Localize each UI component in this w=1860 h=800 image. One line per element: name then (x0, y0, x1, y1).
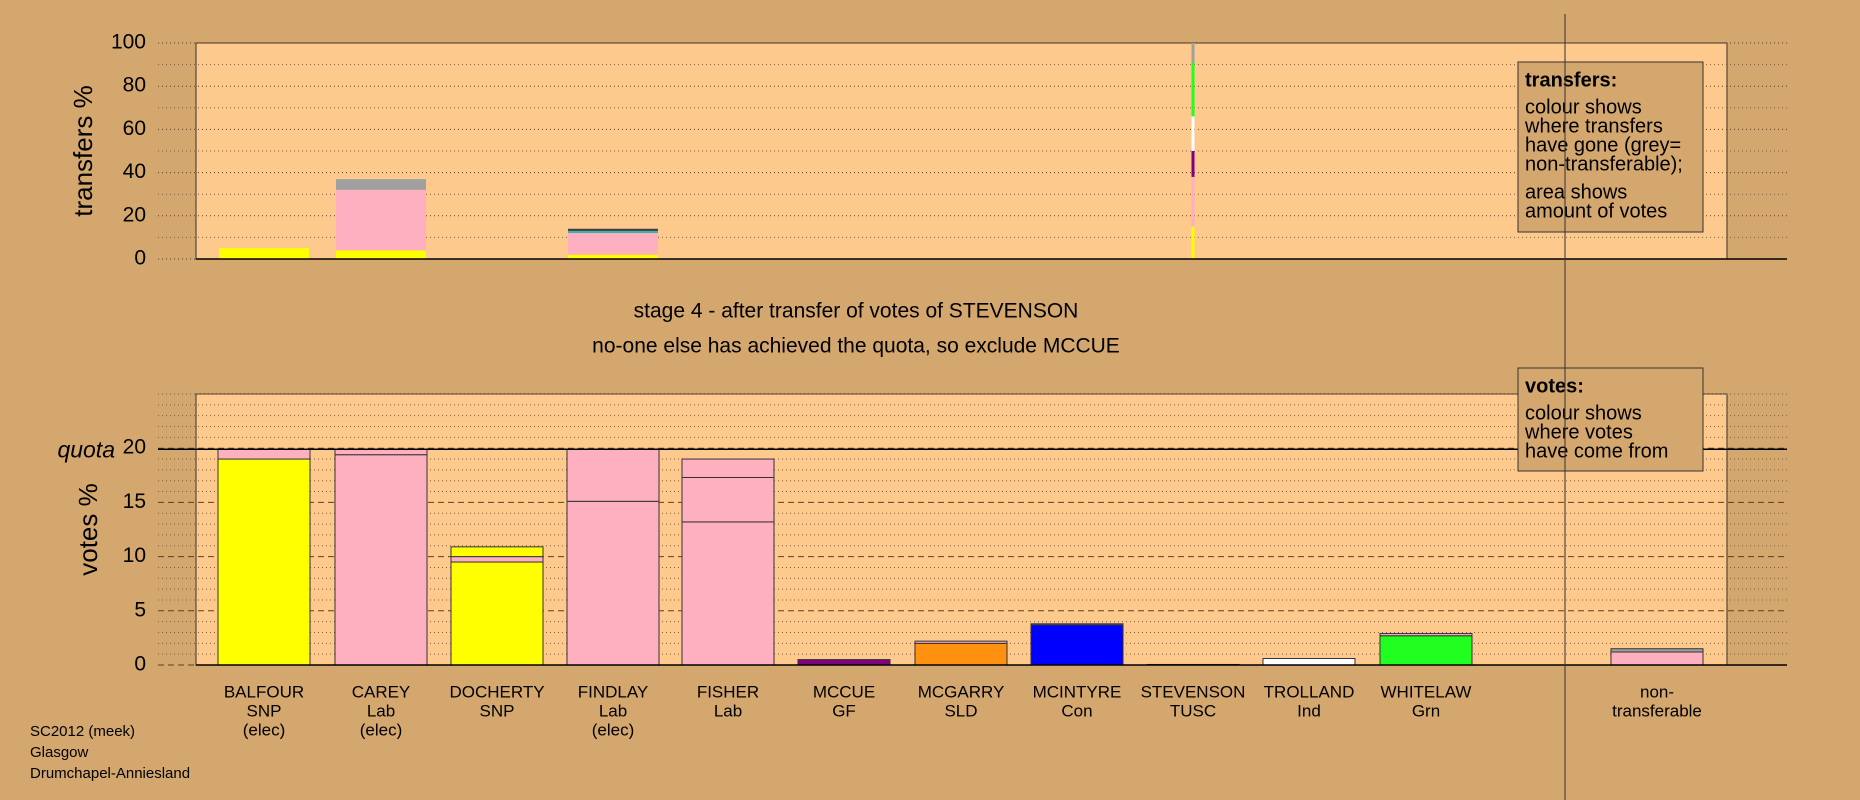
stage-text: stage 4 - after transfer of votes of STE… (634, 300, 1079, 323)
bar-segment (450, 556, 544, 563)
x-tick-label: (elec) (360, 720, 403, 739)
x-tick-label: STEVENSON (1141, 682, 1246, 701)
bar-segment (1191, 116, 1195, 151)
x-tick-label: Con (1061, 701, 1092, 720)
bar-segment (336, 250, 426, 259)
bar-segment (681, 476, 775, 523)
bar-segment (1379, 633, 1473, 637)
bar-segment (1610, 651, 1704, 666)
bar-segment (914, 640, 1008, 644)
legend-text: colour shows (1525, 96, 1642, 118)
stage-text: no-one else has achieved the quota, so e… (592, 335, 1120, 358)
x-tick-label: Lab (367, 701, 395, 720)
bar-segment (450, 561, 544, 666)
bar-segment (1191, 62, 1195, 117)
bar-segment (217, 458, 311, 666)
legend-text: non-transferable); (1525, 153, 1683, 175)
bar-segment (334, 448, 428, 456)
bar-segment (568, 254, 658, 259)
y-tick-label: 20 (123, 203, 146, 226)
x-tick-label: (elec) (592, 720, 635, 739)
bar-segment (1191, 226, 1195, 259)
bar-segment (914, 642, 1008, 666)
plot-area (195, 42, 1728, 260)
legend-text: have come from (1525, 440, 1668, 462)
bar-segment (568, 233, 658, 255)
legend-text: amount of votes (1525, 200, 1667, 222)
x-tick-label: Grn (1412, 701, 1440, 720)
x-tick-label: TUSC (1170, 701, 1216, 720)
y-tick-label: 10 (123, 544, 146, 567)
legend-text: where votes (1524, 421, 1633, 443)
y-axis-label: votes % (73, 483, 103, 576)
x-tick-label: FISHER (697, 682, 759, 701)
x-tick-label: SNP (480, 701, 515, 720)
bar-segment (1379, 635, 1473, 666)
x-tick-label: SNP (247, 701, 282, 720)
bar-segment (336, 189, 426, 251)
x-tick-label: MCINTYRE (1033, 682, 1122, 701)
y-tick-label: 5 (134, 598, 146, 621)
x-tick-label: non- (1640, 682, 1674, 701)
y-tick-label: 0 (134, 653, 146, 676)
bar-segment (566, 448, 660, 502)
legend-text: where transfers (1524, 115, 1663, 137)
bar-segment (568, 230, 658, 234)
y-tick-label: 20 (123, 436, 146, 459)
bar-segment (1191, 151, 1195, 177)
bar-segment (1191, 176, 1195, 227)
bar-segment (681, 521, 775, 666)
legend-title: transfers: (1525, 69, 1617, 91)
bar-segment (568, 228, 658, 231)
bar-segment (1262, 657, 1356, 666)
y-tick-label: 80 (123, 74, 146, 97)
y-tick-label: 60 (123, 117, 146, 140)
x-tick-label: Ind (1297, 701, 1321, 720)
x-tick-label: GF (832, 701, 856, 720)
footer-text: SC2012 (meek) (30, 723, 135, 740)
legend-text: colour shows (1525, 402, 1642, 424)
x-tick-label: CAREY (352, 682, 411, 701)
bar-segment (1191, 43, 1195, 63)
legend-box (1517, 61, 1704, 233)
x-tick-label: DOCHERTY (449, 682, 544, 701)
x-tick-label: WHITELAW (1381, 682, 1472, 701)
bar-segment (219, 248, 309, 259)
bar-segment (334, 454, 428, 666)
x-tick-label: (elec) (243, 720, 286, 739)
bar-segment (217, 448, 311, 460)
bar-segment (681, 458, 775, 478)
bar-segment (797, 659, 891, 666)
x-tick-label: BALFOUR (224, 682, 304, 701)
legend-title: votes: (1525, 375, 1584, 397)
legend-text: have gone (grey= (1525, 134, 1681, 156)
bar-segment (1610, 648, 1704, 653)
y-tick-label: 40 (123, 160, 146, 183)
legend-text: area shows (1525, 181, 1627, 203)
x-tick-label: FINDLAY (578, 682, 649, 701)
x-tick-label: transferable (1612, 701, 1702, 720)
quota-label: quota (57, 436, 115, 462)
footer-text: Drumchapel-Anniesland (30, 765, 190, 782)
bar-segment (1030, 623, 1124, 626)
bar-segment (336, 179, 426, 190)
x-tick-label: TROLLAND (1264, 682, 1355, 701)
x-tick-label: MCCUE (813, 682, 875, 701)
y-axis-label: transfers % (68, 85, 98, 217)
bar-segment (450, 546, 544, 558)
y-tick-label: 100 (111, 31, 146, 54)
bar-segment (1030, 624, 1124, 666)
legend-box (1517, 367, 1704, 472)
x-tick-label: MCGARRY (918, 682, 1005, 701)
y-tick-label: 15 (123, 490, 146, 513)
y-tick-label: 0 (134, 247, 146, 270)
x-tick-label: Lab (714, 701, 742, 720)
bar-segment (566, 500, 660, 666)
x-tick-label: SLD (944, 701, 977, 720)
footer-text: Glasgow (30, 744, 89, 761)
x-tick-label: Lab (599, 701, 627, 720)
